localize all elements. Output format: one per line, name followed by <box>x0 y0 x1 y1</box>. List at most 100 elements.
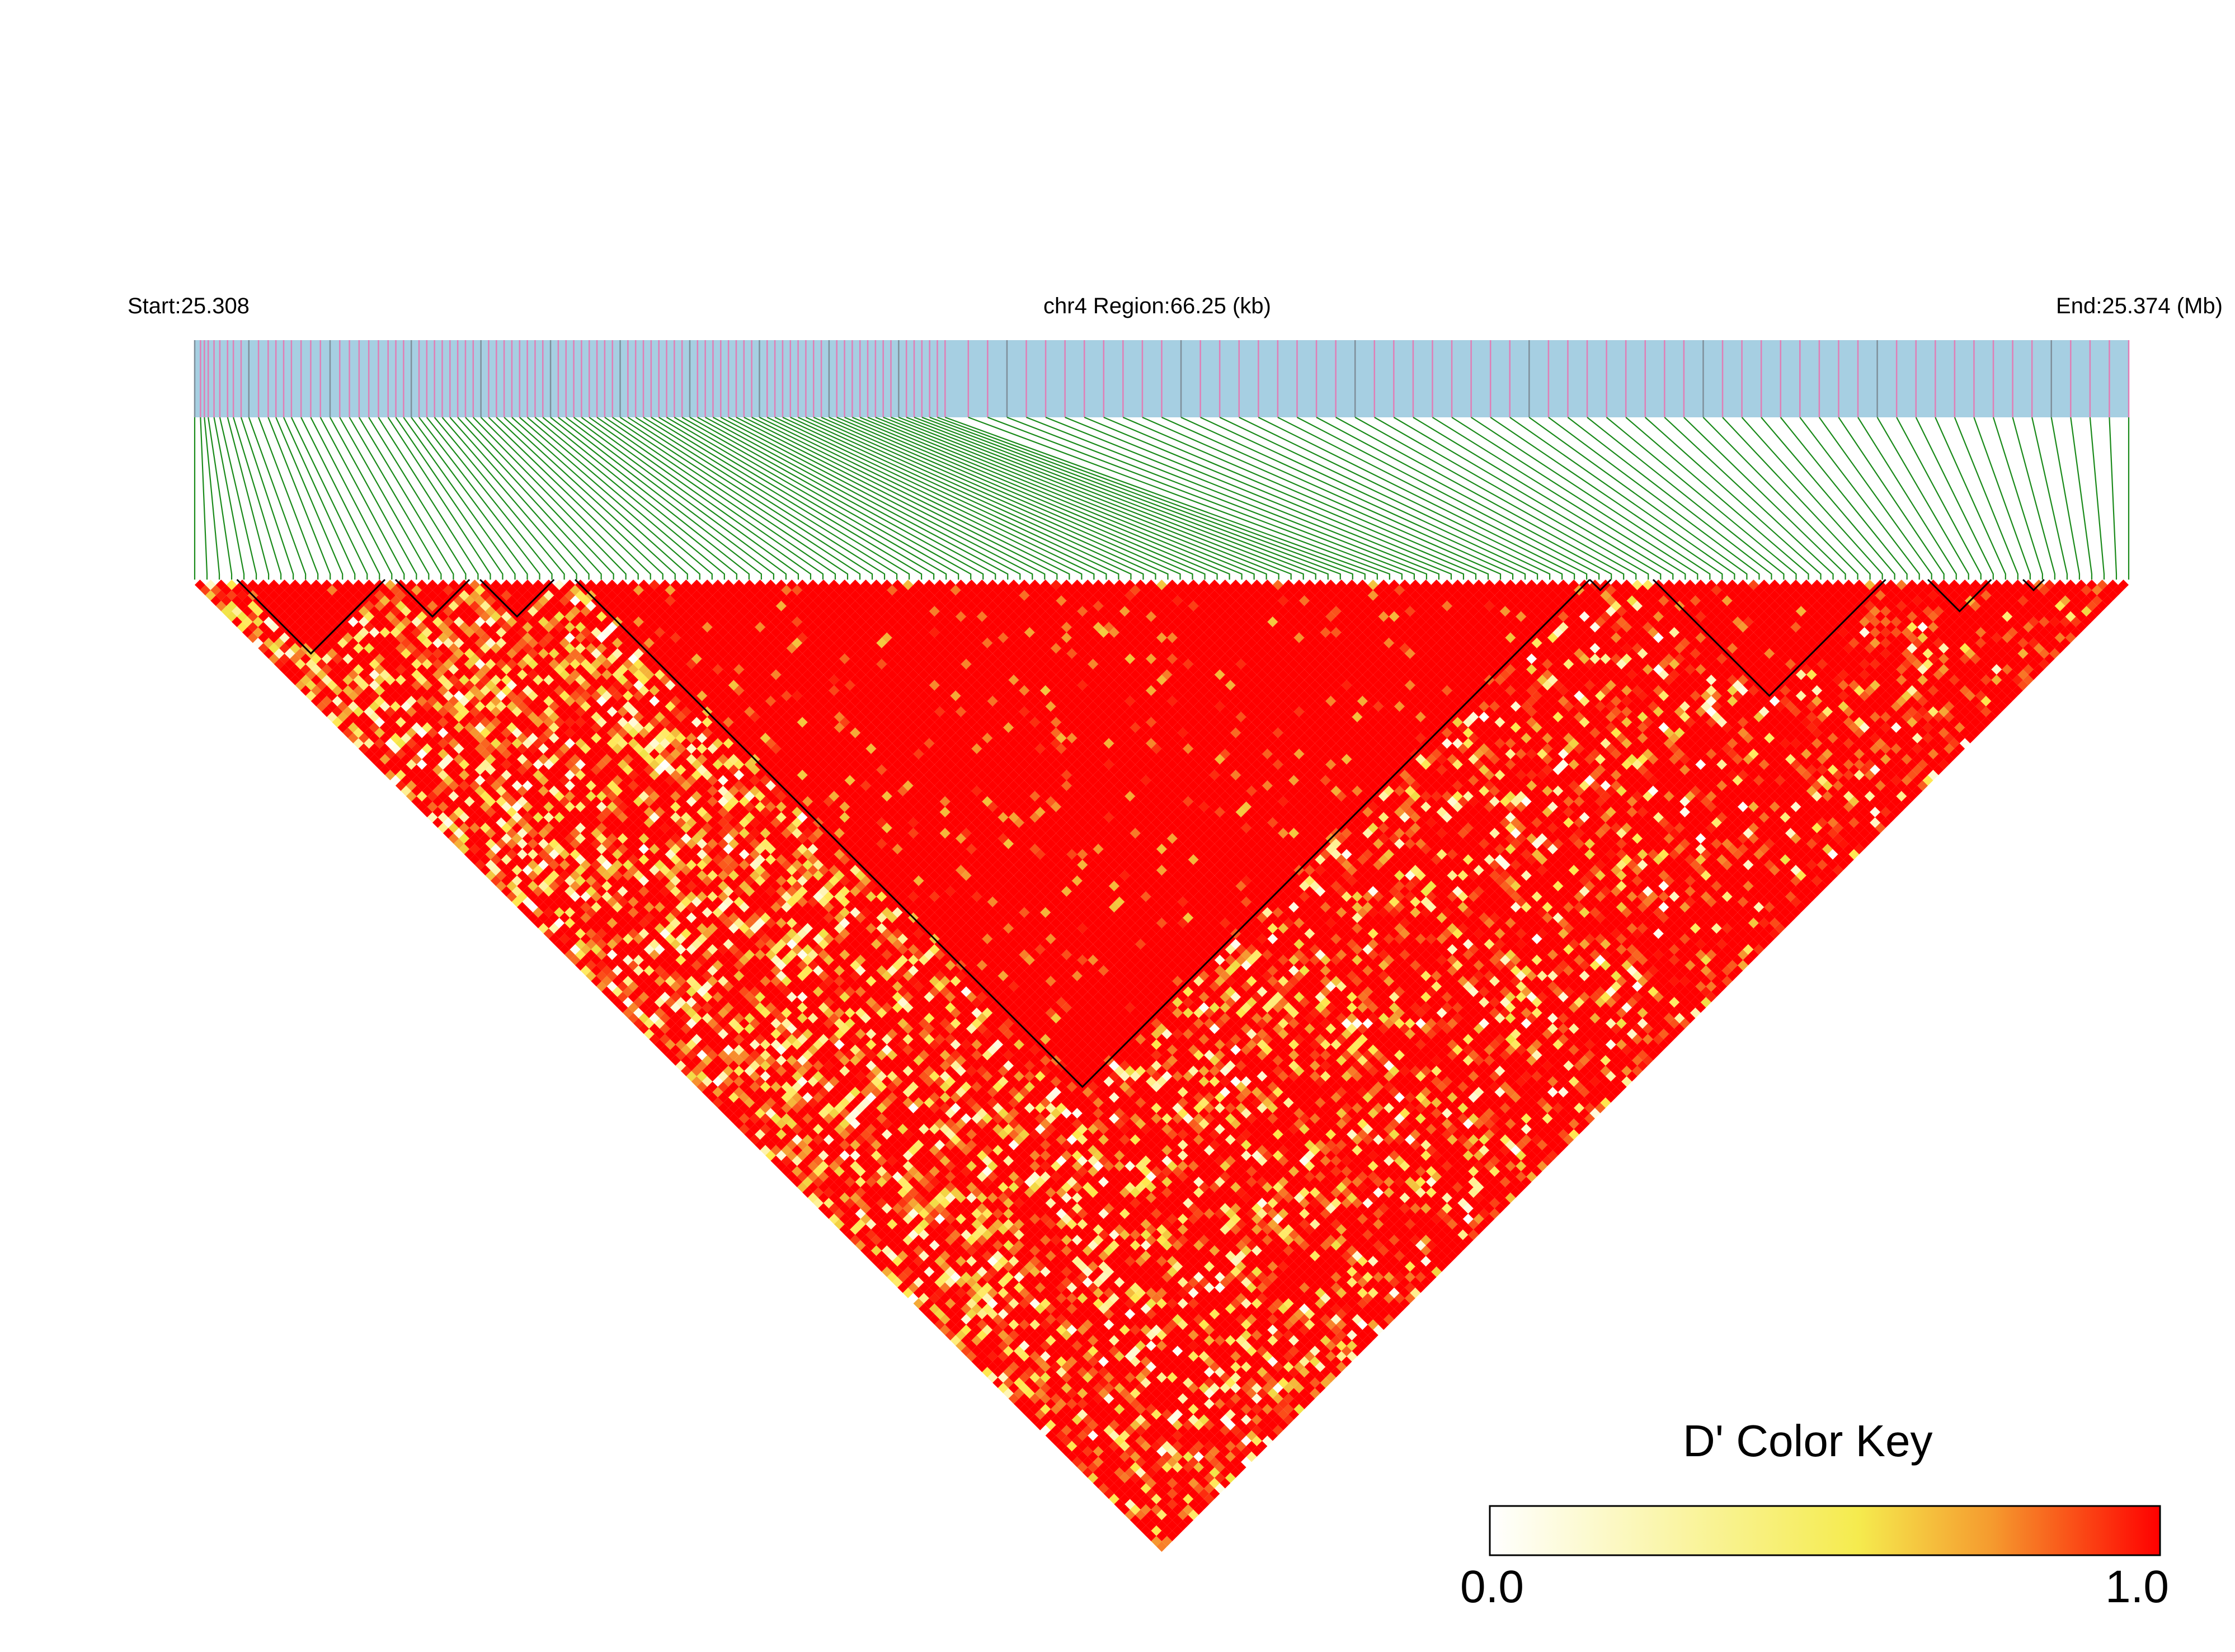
ld-cell <box>437 770 449 780</box>
ld-cell <box>437 822 449 834</box>
ld-cell <box>675 986 686 997</box>
ld-cell <box>1114 1456 1125 1467</box>
ld-cell <box>601 986 613 997</box>
ld-cell <box>601 954 613 966</box>
ld-cell <box>738 1113 750 1124</box>
ld-cell <box>755 1108 766 1119</box>
ld-cell <box>675 1039 686 1050</box>
ld-cell <box>1040 1361 1051 1372</box>
ld-cell <box>374 738 385 749</box>
ld-cell <box>559 912 570 923</box>
ld-cell <box>279 632 290 643</box>
snp-connector <box>283 417 356 580</box>
ld-cell <box>411 796 422 807</box>
ld-cell <box>559 902 570 913</box>
snp-connector <box>1722 417 1871 580</box>
ld-cell <box>950 1303 961 1314</box>
ld-cell <box>966 1319 977 1330</box>
ld-cell <box>305 669 317 680</box>
ld-cell <box>342 675 354 685</box>
ld-cell <box>290 622 300 633</box>
ld-cell <box>570 891 581 902</box>
ld-cell <box>195 580 205 590</box>
ld-cell <box>797 1171 808 1182</box>
ld-cell <box>860 1203 872 1214</box>
ld-cell <box>437 759 449 770</box>
snp-connector <box>782 417 1119 580</box>
ld-cell <box>570 933 581 944</box>
ld-cell <box>829 1213 840 1225</box>
ld-cell <box>1140 1514 1151 1526</box>
snp-connector <box>542 417 737 580</box>
ld-cell <box>517 902 528 913</box>
snp-connector <box>859 416 1243 580</box>
ld-cell <box>469 801 481 812</box>
ld-cell <box>770 1134 782 1145</box>
snp-connector <box>1528 417 1748 580</box>
ld-cell <box>992 1367 1004 1378</box>
snp-connector <box>759 417 1083 580</box>
ld-cell <box>585 960 596 971</box>
ld-cell <box>601 912 613 923</box>
ld-cell <box>770 1155 782 1166</box>
ld-cell <box>570 912 581 923</box>
ld-cell <box>554 865 565 876</box>
ld-cell <box>480 833 491 844</box>
ld-cell <box>770 1092 782 1103</box>
ld-cell <box>797 1182 808 1193</box>
ld-cell <box>205 580 216 590</box>
ld-cell <box>633 944 644 955</box>
ld-cell <box>919 1293 929 1304</box>
snp-connector <box>813 416 1169 580</box>
snp-connector <box>511 417 688 580</box>
ld-cell <box>902 1224 914 1235</box>
ld-cell <box>992 1345 1004 1357</box>
ld-cell <box>633 986 644 997</box>
ld-cell <box>327 680 338 691</box>
ld-cell <box>1098 1441 1109 1452</box>
ld-cell <box>887 1229 898 1240</box>
ld-cell <box>485 827 496 839</box>
ld-cell <box>321 695 332 707</box>
ld-cell <box>1040 1414 1051 1425</box>
snp-connector <box>275 417 344 580</box>
ld-cell <box>358 669 369 680</box>
snp-connector <box>1567 417 1772 580</box>
ld-cell <box>982 1303 993 1314</box>
ld-cell <box>485 859 496 870</box>
ld-cell <box>860 1245 872 1256</box>
snp-connector <box>1296 417 1600 580</box>
ld-cell <box>379 754 390 765</box>
snp-connector <box>290 417 368 580</box>
ld-cell <box>533 907 544 918</box>
snp-connector <box>1026 416 1428 580</box>
ld-cell <box>1024 1345 1035 1357</box>
ld-cell <box>310 685 322 696</box>
ld-cell <box>1135 1477 1146 1489</box>
ld-cell <box>617 991 628 1003</box>
ld-cell <box>416 749 427 760</box>
ld-cell <box>902 1256 914 1267</box>
ld-cell <box>427 759 438 770</box>
ld-cell <box>902 1245 914 1256</box>
snp-connector <box>1702 417 1858 580</box>
ld-cell <box>585 896 596 907</box>
ld-cell <box>570 923 581 934</box>
ld-cell <box>934 1298 945 1309</box>
ld-cell <box>982 1324 993 1335</box>
ld-cell <box>707 1049 718 1061</box>
snp-connector <box>914 416 1329 580</box>
ld-cell <box>332 685 343 696</box>
ld-cell <box>1024 1388 1035 1399</box>
snp-connector <box>1180 416 1526 580</box>
ld-cell <box>1088 1419 1099 1430</box>
ld-cell <box>295 616 306 628</box>
ld-cell <box>427 738 438 749</box>
ld-cell <box>321 706 332 717</box>
ld-cell <box>305 637 317 648</box>
ld-cell <box>321 664 332 675</box>
snp-connector <box>358 417 454 580</box>
ld-cell <box>358 712 369 723</box>
ld-cell <box>982 1314 993 1325</box>
